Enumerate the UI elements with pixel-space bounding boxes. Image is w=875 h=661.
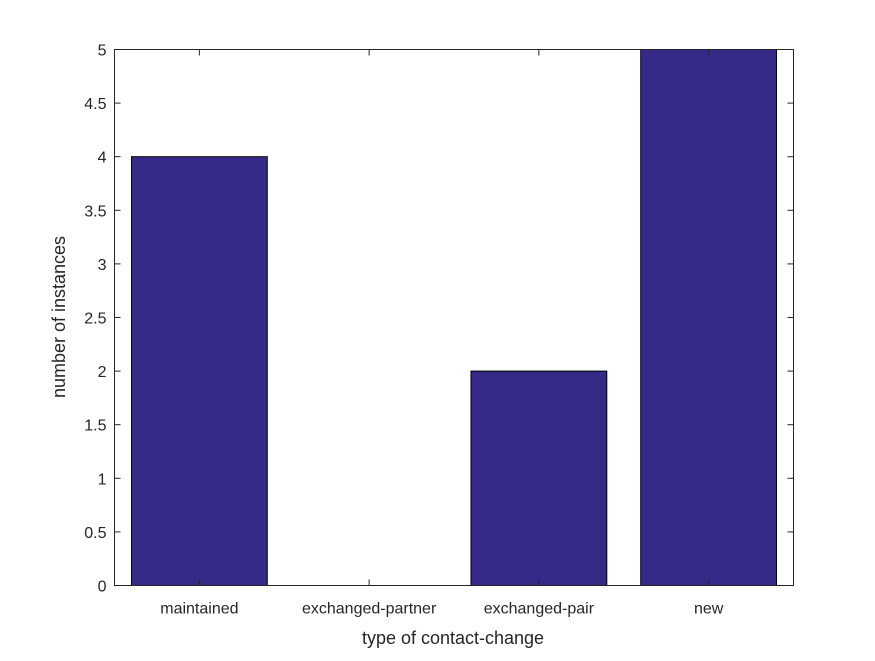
y-tick-label: 3.5 [84,203,106,220]
y-tick-label: 2.5 [84,311,106,328]
y-tick-label: 2 [98,364,107,381]
y-tick-label: 3 [98,257,107,274]
y-tick-label: 5 [98,43,107,60]
y-tick-label: 1.5 [84,418,106,435]
bar-exchanged-pair [470,370,608,586]
y-tick-label: 4.5 [84,96,106,113]
x-tick-label: maintained [160,601,238,618]
bar-new [640,49,778,586]
y-tick-label: 0.5 [84,525,106,542]
y-tick-label: 4 [98,150,107,167]
bar-maintained [130,156,268,586]
x-axis-label: type of contact-change [362,628,544,648]
x-tick-label: exchanged-pair [484,601,595,618]
x-tick-label: exchanged-partner [302,601,437,618]
y-axis-label: number of instances [49,236,69,398]
y-tick-label: 0 [98,579,107,596]
y-tick-label: 1 [98,471,107,488]
x-tick-label: new [694,601,724,618]
